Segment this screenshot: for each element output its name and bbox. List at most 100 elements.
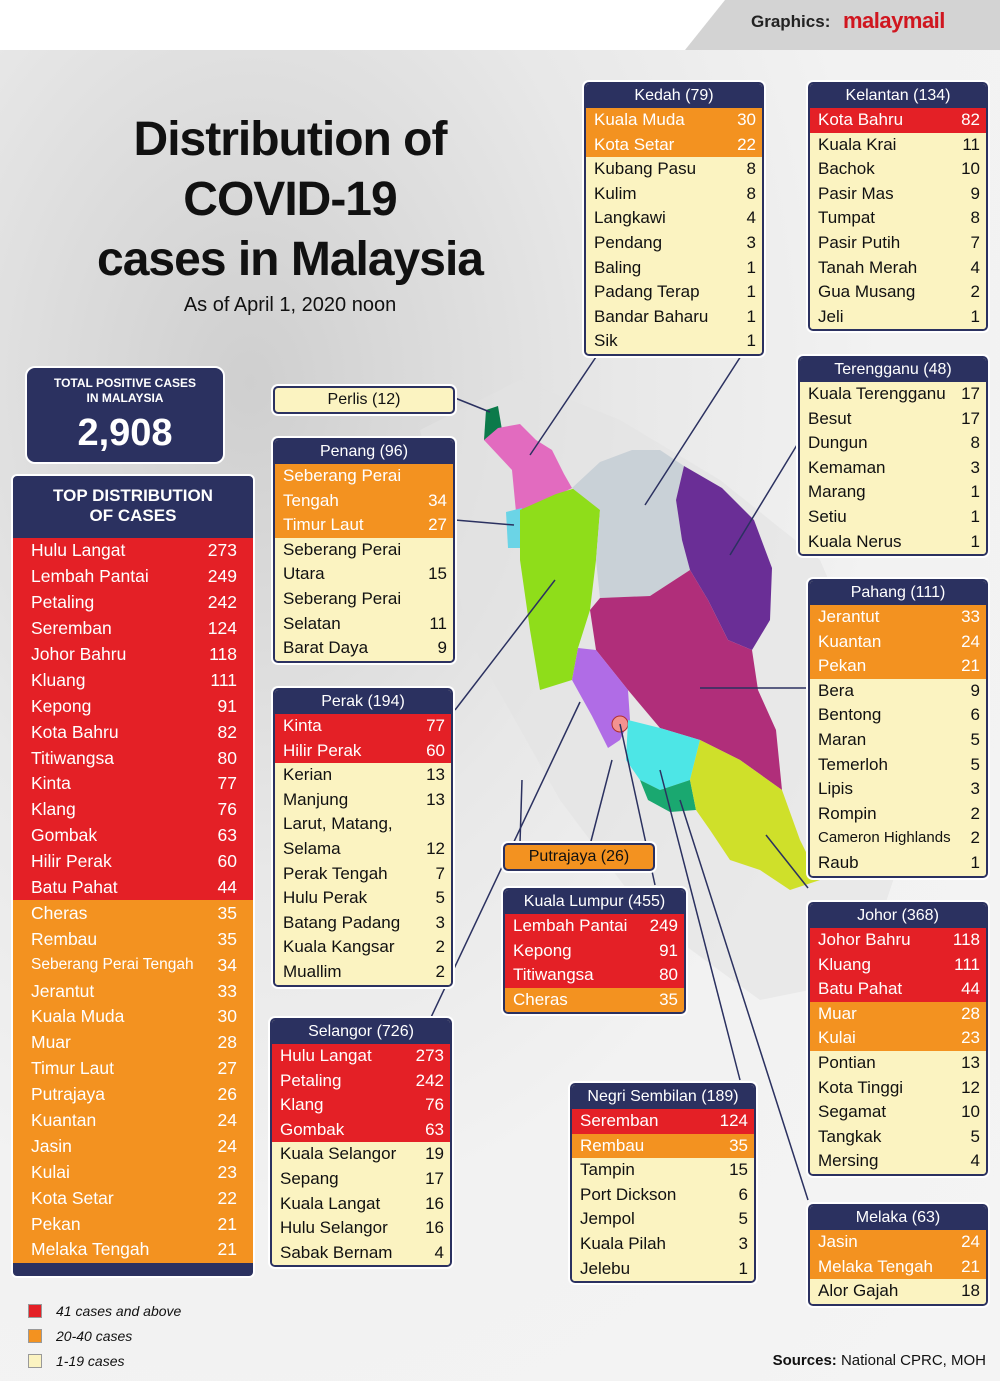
district-row: Kota Tinggi 12 xyxy=(810,1075,986,1101)
district-name: Kota Tinggi xyxy=(818,1077,904,1097)
district-row: Cameron Highlands 2 xyxy=(810,826,986,851)
district-row: Gua Musang 2 xyxy=(810,280,986,305)
district-name: Kubang Pasu xyxy=(594,159,697,179)
case-count: 2 xyxy=(435,937,445,957)
case-count: 34 xyxy=(428,490,447,510)
case-count: 5 xyxy=(970,1126,980,1146)
case-count: 7 xyxy=(970,232,980,252)
district-row: Maran 5 xyxy=(810,727,986,753)
case-count: 8 xyxy=(746,183,756,203)
top-distribution-row: Seberang Perai Tengah 34 xyxy=(13,952,253,979)
case-count: 21 xyxy=(217,1213,237,1234)
district-name: Bachok xyxy=(818,159,875,179)
case-count: 1 xyxy=(738,1258,748,1278)
district-name: Kluang xyxy=(818,954,871,974)
case-count: 1 xyxy=(970,506,980,526)
district-name: Temerloh xyxy=(818,754,888,774)
district-row: Kuala Selangor 19 xyxy=(272,1142,450,1167)
district-row: Seberang Perai Utara 15 xyxy=(275,537,453,587)
district-row: Kota Bahru 82 xyxy=(810,108,986,133)
kelantan-box: Kelantan (134) Kota Bahru 82 Kuala Krai 11 Ba… xyxy=(808,82,988,332)
case-count: 17 xyxy=(961,384,980,403)
district-row: Pasir Putih 7 xyxy=(810,230,986,256)
top-distribution-row: Kepong 91 xyxy=(13,693,253,720)
top-distribution-row: Jerantut 33 xyxy=(13,978,253,1005)
district-row: Kuala Kangsar 2 xyxy=(275,935,451,960)
district-name: Tumpat xyxy=(818,208,876,228)
case-count: 111 xyxy=(954,954,980,974)
sources-label: Sources: xyxy=(772,1352,837,1369)
top-distribution-header-line-1: TOP DISTRIBUTION xyxy=(53,486,213,505)
district-row: Hulu Perak 5 xyxy=(275,886,451,911)
case-count: 28 xyxy=(217,1032,237,1053)
legend: 41 cases and above 20-40 cases 1-19 case… xyxy=(28,1298,181,1373)
case-count: 242 xyxy=(415,1070,444,1090)
case-count: 21 xyxy=(217,1239,237,1260)
district-name: Jasin xyxy=(31,1135,72,1156)
district-row: Bandar Baharu 1 xyxy=(586,304,762,330)
case-count: 18 xyxy=(961,1281,980,1301)
case-count: 17 xyxy=(961,408,980,428)
district-name: Kuala Krai xyxy=(818,134,897,154)
district-row: Sepang 17 xyxy=(272,1166,450,1192)
district-row: Seremban 124 xyxy=(572,1109,754,1134)
district-name: Gombak xyxy=(31,825,98,846)
district-name: Muallim xyxy=(283,961,342,981)
district-name: Sik xyxy=(594,331,618,351)
district-name: Tangkak xyxy=(818,1126,882,1146)
case-count: 118 xyxy=(209,644,237,664)
district-name: Bentong xyxy=(818,705,882,725)
district-row: Kepong 91 xyxy=(505,938,684,964)
district-row: Muallim 2 xyxy=(275,959,451,985)
case-count: 8 xyxy=(970,208,980,228)
district-name: Petaling xyxy=(31,592,95,613)
case-count: 63 xyxy=(217,825,237,846)
district-name: Klang xyxy=(280,1095,324,1115)
district-name: Kuala Selangor xyxy=(280,1144,397,1164)
district-name: Seremban xyxy=(580,1111,659,1130)
case-count: 30 xyxy=(737,110,756,129)
district-name: Pekan xyxy=(31,1213,81,1234)
district-name: Pendang xyxy=(594,232,663,252)
top-distribution-row: Muar 28 xyxy=(13,1029,253,1056)
case-count: 1 xyxy=(746,257,756,277)
case-count: 4 xyxy=(746,208,756,228)
district-row: Kuala Langat 16 xyxy=(272,1191,450,1217)
case-count: 33 xyxy=(961,607,980,626)
case-count: 23 xyxy=(217,1161,237,1182)
district-row: Rembau 35 xyxy=(572,1133,754,1159)
case-count: 27 xyxy=(217,1058,237,1079)
legend-item: 20-40 cases xyxy=(28,1323,181,1348)
case-count: 44 xyxy=(961,979,980,999)
case-count: 35 xyxy=(659,989,678,1009)
district-row: Tanah Merah 4 xyxy=(810,255,986,281)
district-name: Perak Tengah xyxy=(283,863,388,883)
district-name: Kluang xyxy=(31,669,86,690)
case-count: 2 xyxy=(970,282,980,302)
case-count: 3 xyxy=(746,232,756,252)
top-distribution-header: TOP DISTRIBUTION OF CASES xyxy=(13,476,253,538)
case-count: 249 xyxy=(207,566,237,587)
district-row: Tangkak 5 xyxy=(810,1124,986,1150)
district-row: Bera 9 xyxy=(810,678,986,704)
johor-box: Johor (368) Johor Bahru 118 Kluang 111 Batu P… xyxy=(808,902,988,1176)
district-name: Tanah Merah xyxy=(818,257,918,277)
district-name: Raub xyxy=(818,852,859,872)
perlis-box: Perlis (12) xyxy=(273,386,455,414)
title-line-2: COVID-19 xyxy=(183,173,397,226)
district-row: Segamat 10 xyxy=(810,1100,986,1125)
case-count: 273 xyxy=(207,540,237,561)
total-label-line-2: IN MALAYSIA xyxy=(86,391,164,405)
top-distribution-row: Petaling 242 xyxy=(13,589,253,616)
district-row: Mersing 4 xyxy=(810,1149,986,1174)
top-distribution-row: Kuantan 24 xyxy=(13,1107,253,1134)
page-title: Distribution of COVID-19 cases in Malays… xyxy=(60,110,520,290)
district-row: Kinta 77 xyxy=(275,714,451,739)
district-name: Hilir Perak xyxy=(283,740,362,760)
district-row: Langkawi 4 xyxy=(586,206,762,231)
case-count: 6 xyxy=(970,705,980,725)
district-row: Sabak Bernam 4 xyxy=(272,1240,450,1266)
johor-region xyxy=(690,740,820,890)
district-name: Lembah Pantai xyxy=(513,916,628,935)
